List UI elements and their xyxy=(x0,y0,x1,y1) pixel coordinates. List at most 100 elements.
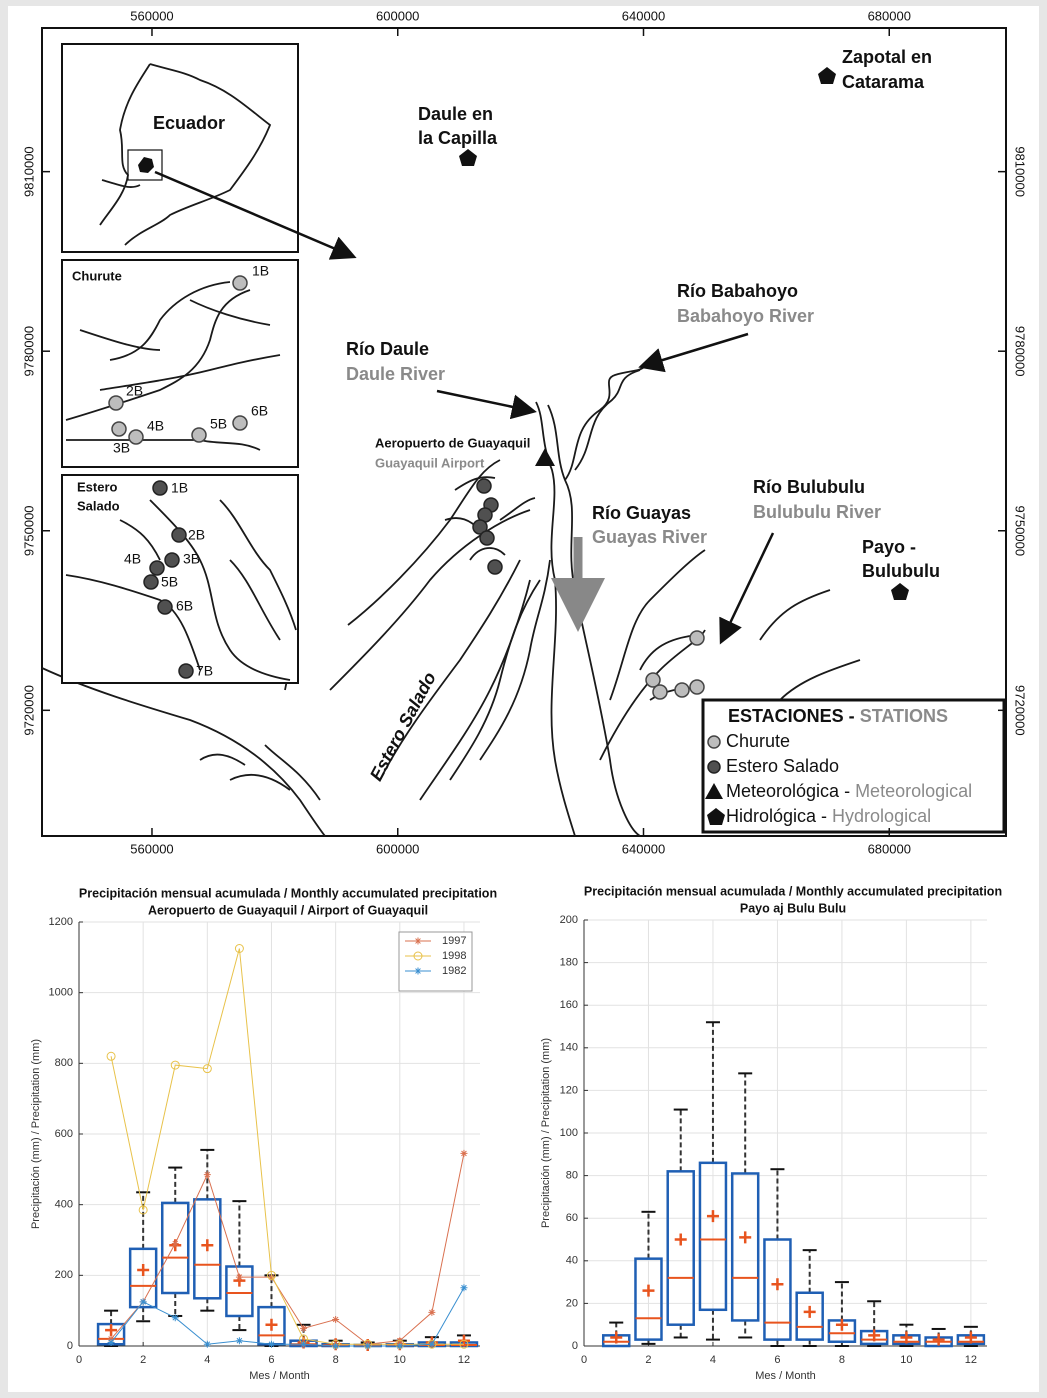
map-legend xyxy=(701,698,1006,834)
mean xyxy=(771,1278,784,1291)
line-marker xyxy=(170,1060,180,1070)
mean xyxy=(265,1318,278,1331)
mean xyxy=(610,1331,623,1344)
series-line xyxy=(110,948,464,1345)
legend-marker xyxy=(414,937,422,945)
mean xyxy=(932,1333,945,1346)
y-tick-label: 160 xyxy=(560,999,578,1011)
line-marker xyxy=(459,1339,469,1349)
line-marker xyxy=(266,1270,276,1280)
map-label: Guayaquil Airport xyxy=(375,455,485,470)
site-label: 6B xyxy=(176,598,193,614)
x-tick-label: 8 xyxy=(839,1354,845,1366)
y-tick-label: 1200 xyxy=(49,916,73,928)
mean xyxy=(674,1233,687,1246)
mean xyxy=(964,1331,977,1344)
map-y-tick-label: 9720000 xyxy=(1013,685,1028,736)
box xyxy=(634,1257,663,1341)
line-marker xyxy=(202,1064,212,1074)
inset-frame xyxy=(61,43,299,253)
x-tick-label: 0 xyxy=(76,1354,82,1366)
y-tick-label: 800 xyxy=(55,1057,73,1069)
line-marker xyxy=(267,1273,275,1281)
map-label: Babahoyo River xyxy=(677,306,814,326)
map-label: Salado xyxy=(77,498,120,513)
legend-label: 1997 xyxy=(442,935,466,947)
map-label: Río Bulubulu xyxy=(753,477,865,497)
mean xyxy=(201,1239,214,1252)
map-label: Bulubulu River xyxy=(753,502,881,522)
box xyxy=(160,1201,190,1295)
line-marker xyxy=(332,1342,340,1350)
box xyxy=(763,1238,792,1341)
line-marker xyxy=(139,1298,147,1306)
line-marker xyxy=(460,1284,468,1292)
line-marker xyxy=(106,1051,116,1061)
mean xyxy=(137,1264,150,1277)
line-marker xyxy=(235,1337,243,1345)
line-marker xyxy=(300,1324,308,1332)
map-legend-text: Hidrológica - xyxy=(726,806,827,826)
mean xyxy=(835,1318,848,1331)
x-tick-label: 6 xyxy=(268,1354,274,1366)
map-x-tick-label: 680000 xyxy=(868,8,911,23)
map-x-tick-label: 640000 xyxy=(622,841,665,856)
map-y-tick-label: 9750000 xyxy=(21,505,36,556)
line-marker xyxy=(107,1338,115,1346)
mean xyxy=(900,1331,913,1344)
box xyxy=(193,1198,222,1300)
mean xyxy=(803,1305,816,1318)
box xyxy=(795,1291,824,1341)
box xyxy=(225,1265,254,1318)
legend-box xyxy=(398,931,473,992)
x-tick-label: 0 xyxy=(581,1354,587,1366)
map-label: la Capilla xyxy=(418,128,498,148)
map-legend-text: STATIONS xyxy=(860,706,948,726)
map-y-tick-label: 9810000 xyxy=(1013,146,1028,197)
map-legend-text: Meteorológica - xyxy=(726,781,850,801)
x-tick-label: 4 xyxy=(204,1354,210,1366)
map-label: Río Daule xyxy=(346,339,429,359)
x-tick-label: 8 xyxy=(333,1354,339,1366)
map-label: Guayas River xyxy=(592,527,707,547)
site-label: 4B xyxy=(124,551,141,567)
map-label: Churute xyxy=(72,268,122,283)
site-label: 1B xyxy=(252,263,269,279)
inset-frame xyxy=(61,259,299,468)
map-x-tick-label: 600000 xyxy=(376,8,419,23)
map-y-tick-label: 9750000 xyxy=(1013,505,1028,556)
y-tick-label: 40 xyxy=(566,1255,578,1267)
line-marker xyxy=(267,1340,275,1348)
y-tick-label: 100 xyxy=(560,1127,578,1139)
x-tick-label: 12 xyxy=(965,1354,977,1366)
line-marker xyxy=(107,1335,115,1343)
map-x-tick-label: 640000 xyxy=(622,8,665,23)
mean xyxy=(706,1210,719,1223)
line-marker xyxy=(203,1340,211,1348)
x-tick-label: 10 xyxy=(394,1354,406,1366)
line-marker xyxy=(396,1342,404,1350)
map-legend-entry: Hidrológica - Hydrological xyxy=(726,806,931,826)
map-y-tick-label: 9780000 xyxy=(1013,326,1028,377)
y-tick-label: 20 xyxy=(566,1297,578,1309)
map-y-tick-label: 9780000 xyxy=(21,326,36,377)
map-label: Payo - xyxy=(862,537,916,557)
line-marker xyxy=(171,1314,179,1322)
line-marker xyxy=(300,1340,308,1348)
map-legend-entry: Estero Salado xyxy=(726,756,839,776)
x-tick-label: 4 xyxy=(710,1354,716,1366)
series-line xyxy=(110,1153,465,1345)
map-label: Daule River xyxy=(346,364,445,384)
line-marker xyxy=(428,1340,436,1348)
legend-label: 1982 xyxy=(442,965,466,977)
y-axis-label: Precipitación (mm) / Precipitation (mm) xyxy=(540,1038,552,1228)
mean xyxy=(868,1329,881,1342)
y-tick-label: 120 xyxy=(560,1084,578,1096)
x-tick-label: 2 xyxy=(140,1354,146,1366)
arrows xyxy=(154,170,775,645)
x-tick-label: 10 xyxy=(900,1354,912,1366)
site-label: 1B xyxy=(171,480,188,496)
line-marker xyxy=(234,944,244,953)
map-legend-text: Meteorological xyxy=(855,781,972,801)
